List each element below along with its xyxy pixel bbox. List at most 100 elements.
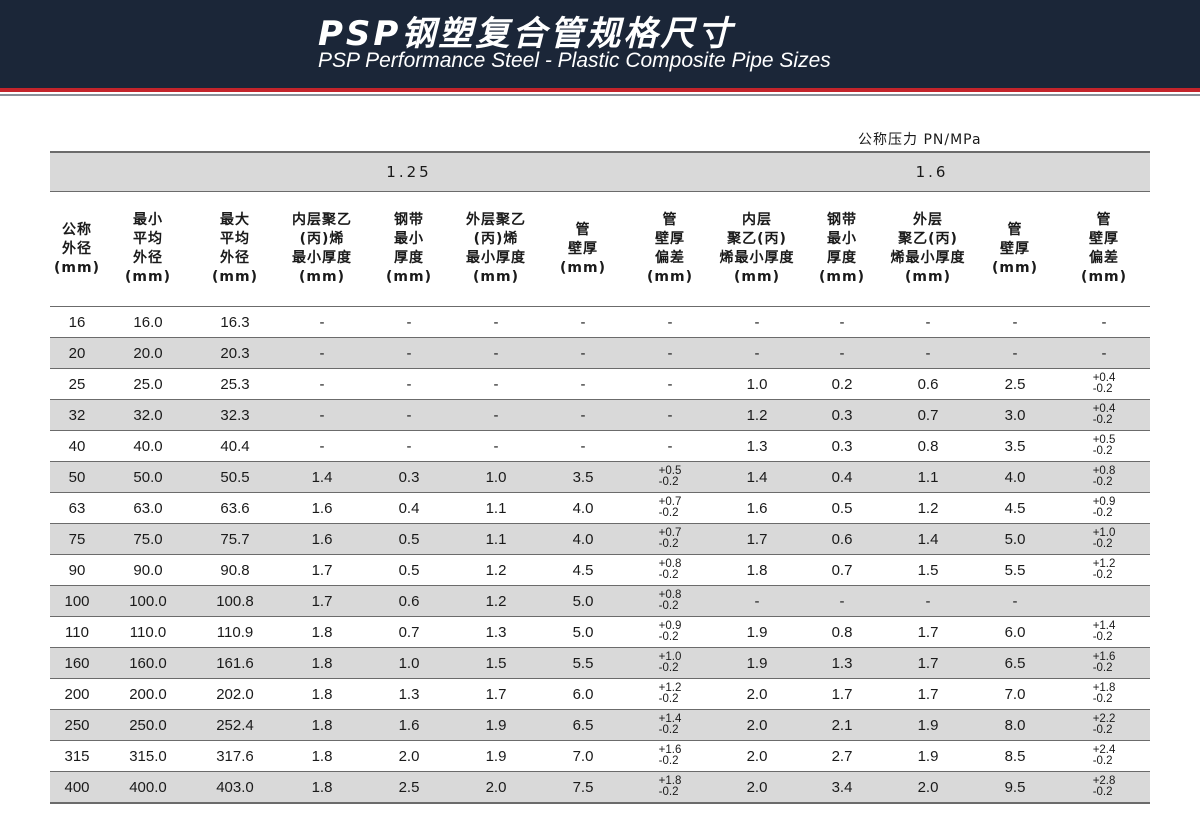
table-row: 32 32.0 32.3- - - - -1.2 0.3 0.7 3.0 +0.4 -0.2 — [50, 399, 1151, 431]
table-cell: - — [366, 306, 452, 338]
tolerance-minus: -0.2 — [1092, 506, 1113, 519]
table-cell: 2.1 — [800, 709, 885, 741]
table-cell: 40.0 — [104, 430, 192, 462]
column-header: 钢带 最小 厚度 (mm) — [800, 191, 885, 307]
table-cell: 16.3 — [192, 306, 278, 338]
tolerance-value: +1.8 -0.2 — [1093, 682, 1116, 705]
table-cell: 1.2 — [714, 399, 801, 431]
table-cell: 0.7 — [800, 554, 885, 586]
table-cell: 5.5 — [972, 554, 1059, 586]
column-header: 管 壁厚 偏差 (mm) — [626, 191, 715, 307]
tolerance-plus: +1.4 — [1092, 619, 1116, 632]
table-cell: 1.8 — [278, 616, 366, 648]
table-cell: - — [278, 368, 366, 400]
table-cell: +0.7 -0.2 — [626, 492, 715, 524]
table-cell: 1.6 — [714, 492, 801, 524]
table-cell: 1.2 — [452, 585, 540, 617]
table-cell: 161.6 — [192, 647, 278, 679]
table-cell: 160.0 — [104, 647, 192, 679]
tolerance-minus: -0.2 — [658, 785, 679, 798]
table-cell: 1.8 — [278, 740, 366, 772]
table-cell: - — [714, 337, 801, 369]
table-cell: 5.0 — [540, 585, 626, 617]
table-cell: 2.5 — [972, 368, 1059, 400]
tolerance-minus: -0.2 — [658, 506, 679, 519]
tolerance-value: +0.7 -0.2 — [658, 496, 682, 519]
table-cell: 75 — [50, 523, 104, 555]
table-cell: 1.2 — [452, 554, 540, 586]
table-cell: +1.4 -0.2 — [1058, 616, 1151, 648]
table-cell: - — [452, 368, 540, 400]
table-row: 250 250.0 252.4 1.8 1.6 1.9 6.5 +1.4 -0.2 2.0 2.1 1… — [50, 709, 1151, 741]
column-header: 外层聚乙 (丙)烯 最小厚度 (mm) — [452, 191, 540, 307]
table-cell: - — [278, 430, 366, 462]
table-cell: 32.0 — [104, 399, 192, 431]
table-cell: 50 — [50, 461, 104, 493]
table-cell: 4.0 — [540, 492, 626, 524]
table-cell: - — [800, 585, 885, 617]
table-cell: 1.9 — [714, 616, 801, 648]
table-cell: - — [714, 306, 801, 338]
table-cell: - — [366, 399, 452, 431]
table-cell: 8.5 — [972, 740, 1059, 772]
column-header: 管 壁厚 (mm) — [972, 191, 1059, 307]
tolerance-value: +0.8 -0.2 — [659, 558, 682, 581]
tolerance-minus: -0.2 — [1092, 413, 1113, 426]
tolerance-minus: -0.2 — [1092, 785, 1113, 798]
tolerance-value: +0.5 -0.2 — [658, 464, 682, 488]
table-cell: 1.0 — [452, 461, 540, 493]
table-cell: +0.9 -0.2 — [1058, 492, 1151, 524]
table-cell: - — [278, 306, 366, 338]
table-cell: 20.3 — [192, 337, 278, 369]
tolerance-minus: -0.2 — [658, 537, 679, 550]
tolerance-plus: +2.8 — [1092, 774, 1116, 787]
table-cell: +1.0 -0.2 — [626, 647, 715, 679]
tolerance-plus: +1.4 — [658, 712, 682, 725]
tolerance-value: +1.6 -0.2 — [659, 744, 682, 767]
table-cell: +0.4 -0.2 — [1058, 368, 1151, 400]
table-cell: - — [366, 337, 452, 369]
tolerance-minus: -0.2 — [1092, 568, 1113, 581]
table-cell: 4.5 — [540, 554, 626, 586]
tolerance-value: +0.5 -0.2 — [1093, 434, 1116, 457]
tolerance-value: +0.9 -0.2 — [1092, 496, 1116, 519]
table-cell: 0.7 — [884, 399, 973, 431]
tolerance-value: +2.4 -0.2 — [1093, 744, 1116, 767]
table-cell: 403.0 — [192, 771, 278, 804]
tolerance-plus: +1.0 — [658, 650, 682, 663]
table-cell: - — [1058, 337, 1151, 369]
table-cell: +1.4 -0.2 — [626, 709, 715, 741]
table-cell: - — [800, 306, 885, 338]
table-cell: 3.4 — [800, 771, 885, 804]
table-cell: 1.9 — [452, 740, 540, 772]
table-cell: - — [884, 306, 973, 338]
tolerance-value: +1.4 -0.2 — [1092, 619, 1116, 643]
table-cell: 6.5 — [540, 709, 626, 741]
table-cell: 250.0 — [104, 709, 192, 741]
table-cell: 1.0 — [714, 368, 801, 400]
table-cell: 1.6 — [366, 709, 452, 741]
table-cell: 6.5 — [972, 647, 1059, 679]
table-cell: 1.8 — [278, 678, 366, 710]
accent-stripe — [0, 88, 1200, 92]
column-header: 外层 聚乙(丙) 烯最小厚度 (mm) — [884, 191, 973, 307]
table-cell: 1.9 — [884, 740, 973, 772]
table-cell: - — [972, 337, 1059, 369]
table-cell: +0.5 -0.2 — [626, 461, 715, 493]
column-header: 最大 平均 外径 (mm) — [192, 191, 278, 307]
table-cell: 63.0 — [104, 492, 192, 524]
table-cell: 40 — [50, 430, 104, 462]
table-cell: 1.7 — [800, 678, 885, 710]
table-cell: 0.7 — [366, 616, 452, 648]
table-cell: - — [366, 368, 452, 400]
tolerance-value: +1.0 -0.2 — [658, 650, 682, 674]
column-header: 管 壁厚 偏差 (mm) — [1058, 191, 1151, 307]
table-cell: +1.8 -0.2 — [626, 771, 715, 804]
table-cell: 1.1 — [452, 523, 540, 555]
tolerance-minus: -0.2 — [1092, 475, 1113, 488]
table-cell: 5.0 — [972, 523, 1059, 555]
table-cell: 110 — [50, 616, 104, 648]
table-row: 160 160.0 161.6 1.8 1.0 1.5 5.5 +1.0 -0.2 1.9 1.3 1… — [50, 647, 1151, 679]
tolerance-plus: +0.5 — [658, 464, 682, 477]
table-row: 90 90.0 90.8 1.7 0.5 1.2 4.5 +0.8 -0.2 1.8 0.7 1.5 5… — [50, 554, 1151, 586]
